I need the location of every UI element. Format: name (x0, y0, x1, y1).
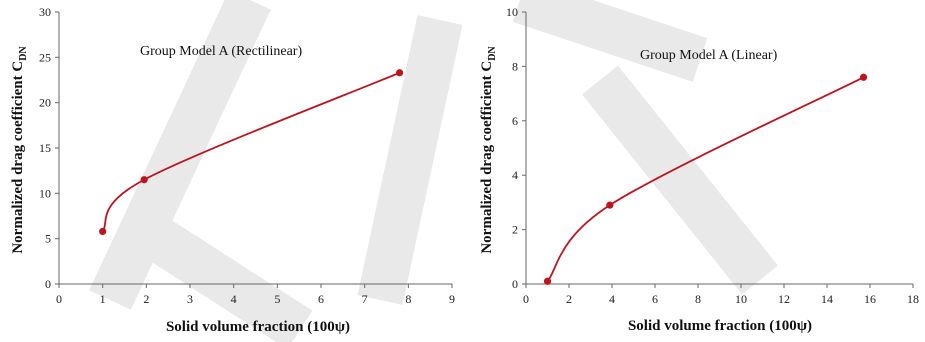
right-x-tick-label: 4 (609, 292, 615, 306)
left-x-tick-label: 6 (318, 292, 324, 306)
right-data-point (543, 277, 552, 285)
right-x-tick-label: 8 (695, 292, 701, 306)
left-x-ticks: 0 1 2 3 4 5 6 7 8 9 (56, 284, 455, 306)
left-data-point (396, 69, 404, 77)
right-axes (525, 12, 913, 285)
right-y-tick-label: 8 (512, 59, 518, 73)
left-y-tick-label: 30 (39, 5, 51, 19)
right-y-ticks: 0 2 4 6 8 10 (506, 5, 526, 291)
right-x-ticks: 0 2 4 6 8 10 12 14 16 18 (523, 284, 919, 306)
left-y-tick-label: 25 (39, 50, 51, 64)
right-y-tick-label: 0 (512, 277, 518, 291)
left-annotation: Group Model A (Rectilinear) (140, 44, 302, 59)
left-y-axis-label-subscript: DN (18, 46, 29, 61)
right-x-axis-label: Solid volume fraction (100ψ) (628, 318, 812, 334)
left-y-ticks: 0 5 10 15 20 25 30 (39, 5, 59, 291)
left-x-tick-label: 4 (231, 292, 237, 306)
left-x-tick-label: 0 (56, 292, 62, 306)
right-y-axis-label-main: Normalized drag coefficient C (479, 61, 495, 254)
left-y-axis-label-main: Normalized drag coefficient C (10, 61, 26, 254)
left-x-axis-label: Solid volume fraction (100ψ) (166, 319, 350, 335)
left-x-tick-label: 9 (449, 292, 455, 306)
left-x-tick-label: 7 (362, 292, 368, 306)
watermark-stroke (357, 15, 463, 305)
left-data-point (99, 227, 107, 236)
right-series (543, 73, 868, 285)
left-y-tick-label: 20 (39, 96, 51, 110)
left-y-tick-label: 10 (39, 186, 51, 200)
right-x-tick-label: 10 (735, 292, 747, 306)
left-x-tick-label: 8 (405, 292, 411, 306)
watermark-stroke (512, 0, 708, 82)
right-y-tick-label: 2 (512, 223, 518, 237)
right-x-tick-label: 16 (864, 292, 876, 306)
right-x-tick-label: 12 (778, 292, 790, 306)
right-y-axis-label: Normalized drag coefficient CDN (479, 46, 498, 254)
left-series (99, 69, 404, 236)
left-x-tick-label: 5 (274, 292, 280, 306)
watermark-stroke (89, 0, 271, 310)
right-y-tick-label: 6 (512, 114, 518, 128)
chart-right: 0 2 4 6 8 10 12 14 16 18 0 2 4 6 8 10 Group Model A (L… (479, 5, 919, 334)
right-y-tick-label: 4 (512, 168, 518, 182)
right-y-axis-label-subscript: DN (487, 46, 498, 61)
chart-left: 0 1 2 3 4 5 6 7 8 9 0 5 10 15 20 25 30 Group Model A (R… (10, 5, 455, 335)
left-x-tick-label: 1 (100, 292, 106, 306)
right-data-point (859, 73, 868, 81)
left-series-line (101, 71, 400, 232)
right-x-tick-label: 2 (566, 292, 572, 306)
right-x-tick-label: 6 (652, 292, 658, 306)
right-x-tick-label: 14 (821, 292, 833, 306)
right-annotation: Group Model A (Linear) (640, 48, 778, 63)
right-y-tick-label: 10 (506, 5, 518, 19)
right-x-tick-label: 18 (907, 292, 919, 306)
left-y-tick-label: 0 (45, 277, 51, 291)
right-data-point (606, 201, 614, 209)
left-y-tick-label: 15 (39, 141, 51, 155)
left-y-axis-label: Normalized drag coefficient CDN (10, 46, 29, 254)
right-x-tick-label: 0 (523, 292, 529, 306)
watermark (89, 0, 778, 342)
watermark-stroke (582, 65, 778, 295)
left-x-tick-label: 3 (187, 292, 193, 306)
left-data-point (140, 176, 148, 184)
right-series-line (546, 76, 864, 282)
left-x-tick-label: 2 (143, 292, 149, 306)
watermark-stroke (147, 220, 313, 342)
left-y-tick-label: 5 (45, 232, 51, 246)
